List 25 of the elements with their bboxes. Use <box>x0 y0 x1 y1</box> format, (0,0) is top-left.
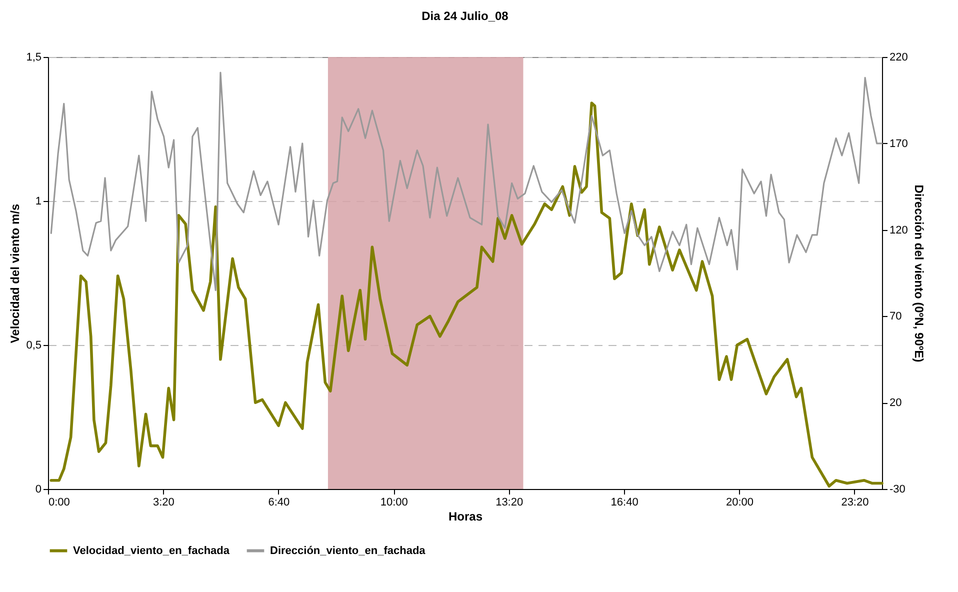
x-tick-label: 3:20 <box>152 496 174 508</box>
x-axis-title: Horas <box>448 510 483 524</box>
y-tick-label: 1,5 <box>26 52 42 64</box>
x-tick-label: 13:20 <box>496 496 524 508</box>
chart-title: Dia 24 Julio_08 <box>422 9 509 23</box>
y2-tick-label: -30 <box>890 484 906 496</box>
y2-tick-label: 220 <box>890 52 908 64</box>
x-tick-label: 20:00 <box>726 496 754 508</box>
x-tick-label: 23:20 <box>841 496 869 508</box>
x-tick-label: 6:40 <box>268 496 290 508</box>
x-tick-label: 0:00 <box>48 496 70 508</box>
legend-label: Dirección_viento_en_fachada <box>270 544 426 557</box>
x-tick-label: 16:40 <box>610 496 638 508</box>
x-tick-label: 10:00 <box>380 496 408 508</box>
legend-label: Velocidad_viento_en_fachada <box>73 544 230 557</box>
y-axis-title: Velocidad del viento m/s <box>8 203 22 344</box>
y-tick-label: 0 <box>35 484 42 496</box>
line-series <box>50 72 883 292</box>
y2-axis-title: Dirección del viento (0ºN, 90ºE) <box>912 184 926 362</box>
y2-tick-label: 120 <box>890 224 908 236</box>
y2-tick-label: 20 <box>890 397 902 410</box>
y2-tick-label: 170 <box>890 138 908 150</box>
y-tick-label: 0,5 <box>26 340 42 352</box>
y2-tick-label: 70 <box>890 310 902 323</box>
y-tick-label: 1 <box>35 196 42 208</box>
